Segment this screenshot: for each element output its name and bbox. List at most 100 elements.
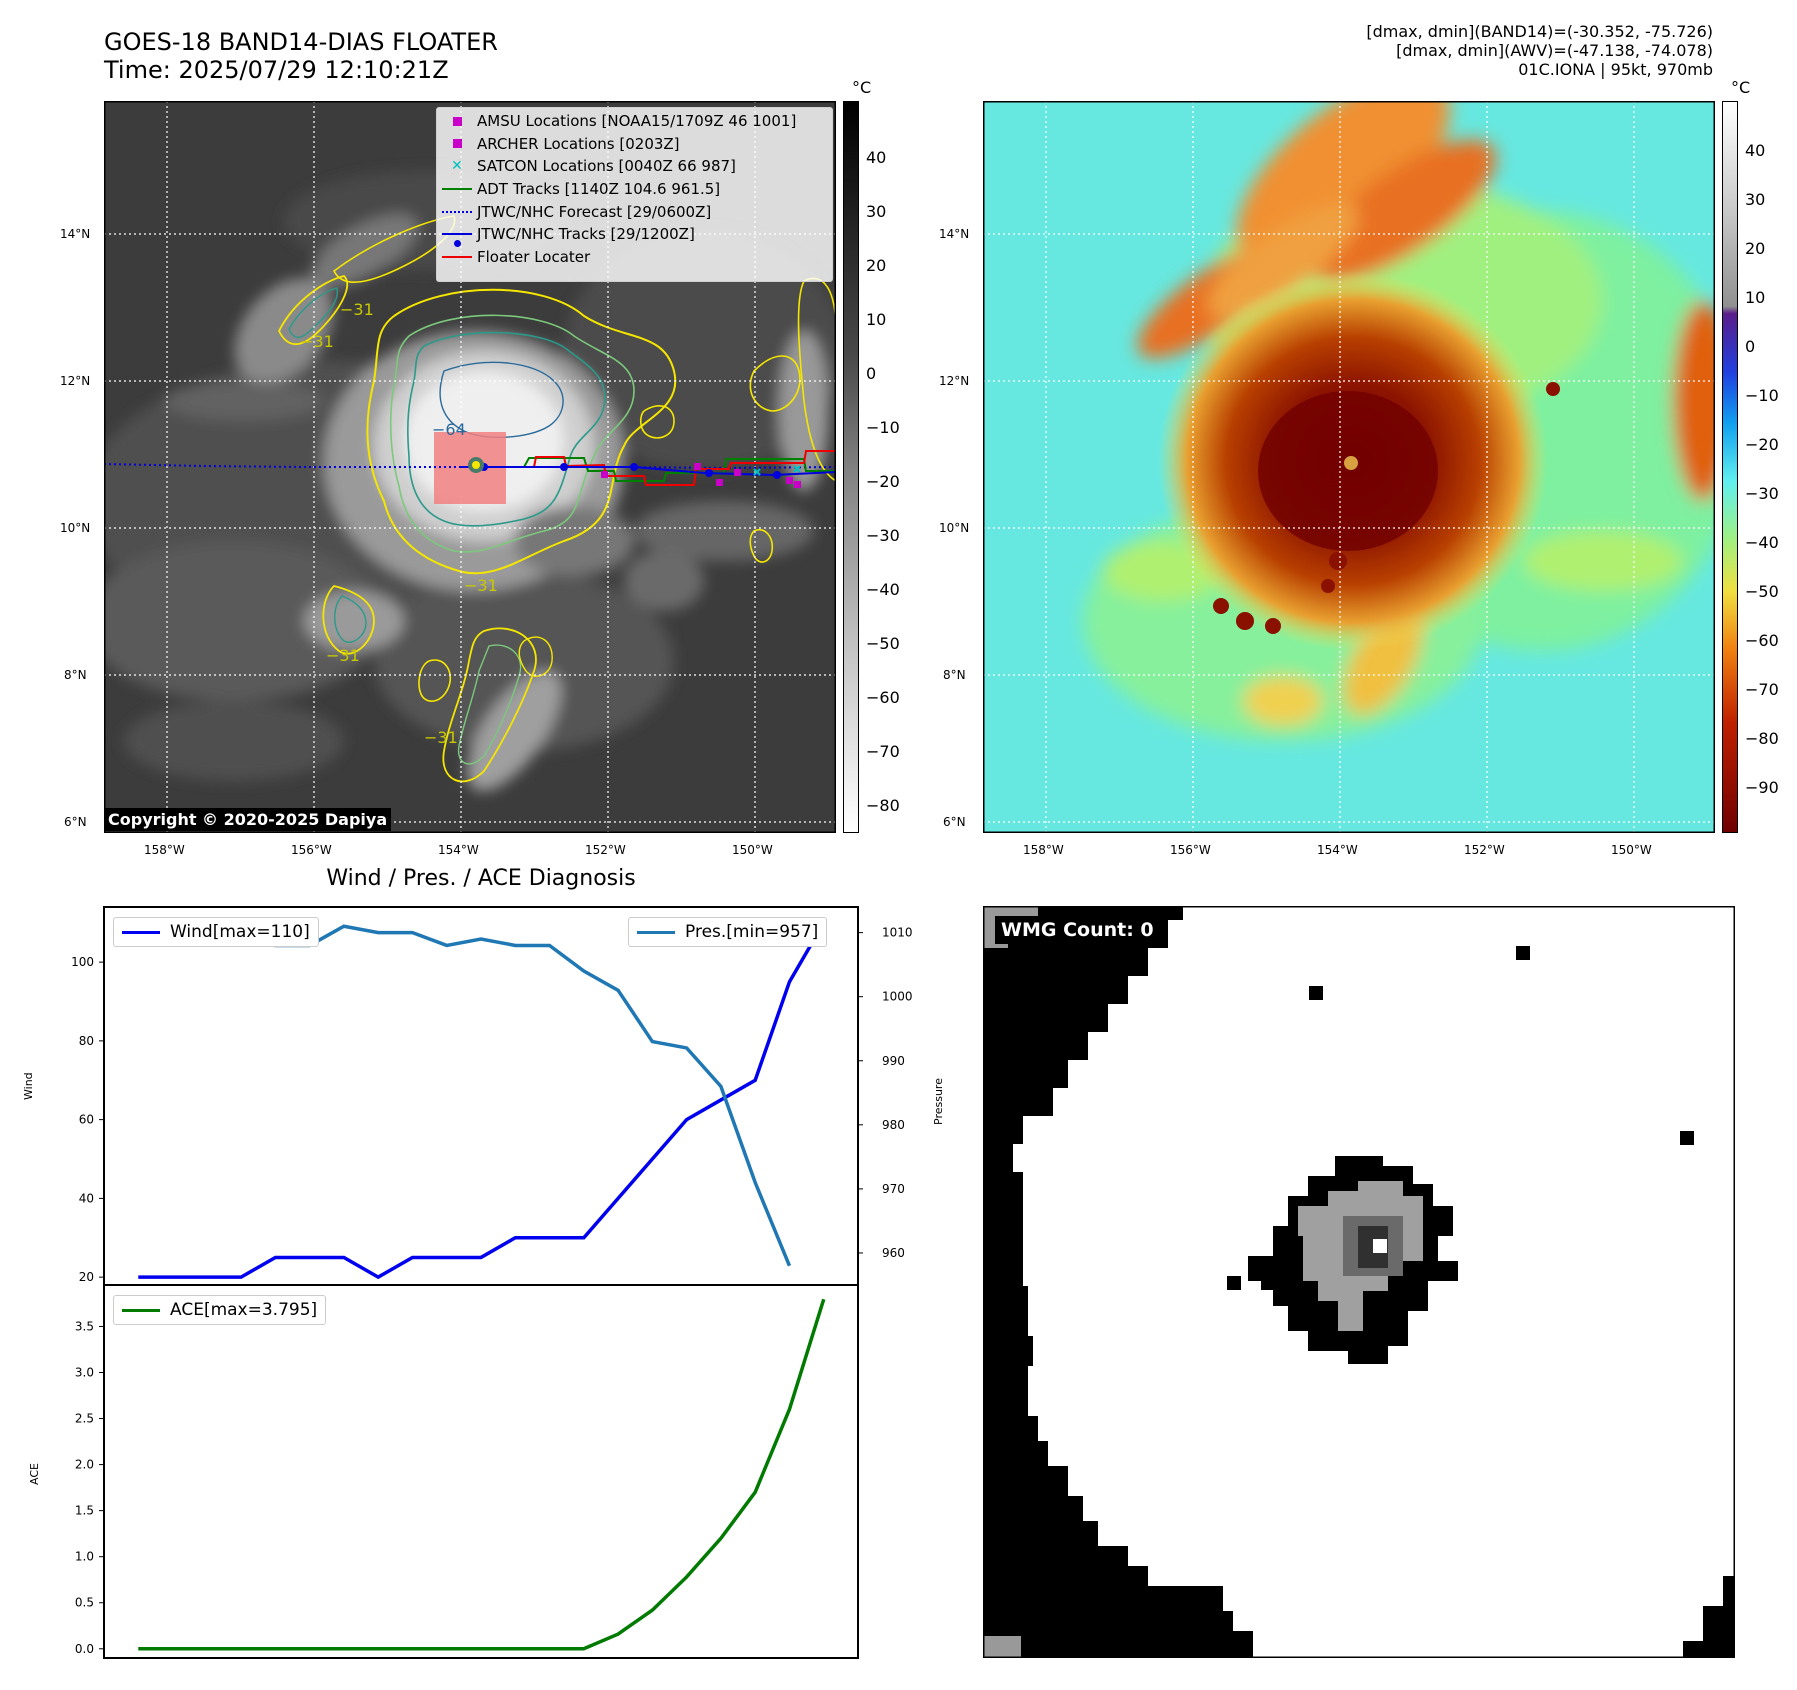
cb1-tick: −10 xyxy=(866,418,900,437)
pressure-legend: Pres.[min=957] xyxy=(628,917,828,947)
ace-tick-label: 1.5 xyxy=(75,1504,94,1518)
wind-legend-label: Wind[max=110] xyxy=(170,922,310,942)
legend-forecast-label: JTWC/NHC Forecast [29/0600Z] xyxy=(477,202,712,221)
lon-tick: 152°W xyxy=(585,843,626,857)
cb2-tick: 30 xyxy=(1745,190,1766,209)
legend-forecast: JTWC/NHC Forecast [29/0600Z] xyxy=(437,200,832,223)
wind-tick-label: 40 xyxy=(79,1191,94,1205)
legend-archer-label: ARCHER Locations [0203Z] xyxy=(477,134,680,153)
cb2-tick: 20 xyxy=(1745,239,1766,258)
lat-tick: 8°N xyxy=(64,668,87,682)
cb1-tick: 40 xyxy=(866,148,887,167)
lon-tick-right: 158°W xyxy=(1023,843,1064,857)
ace-tick-label: 3.5 xyxy=(75,1319,94,1333)
wind-tick-label: 80 xyxy=(79,1034,94,1048)
wmg-grid xyxy=(982,905,1736,1659)
wind-pressure-axes: 20 40 60 80 100 960 970 980 990 1000 1010 xyxy=(71,906,913,1286)
wind-legend: Wind[max=110] xyxy=(113,917,319,947)
wind-pressure-frame xyxy=(103,906,859,1286)
contour-label-d: −31 xyxy=(464,576,498,595)
diagnosis-title: Wind / Pres. / ACE Diagnosis xyxy=(326,866,636,891)
cb2-tick: −10 xyxy=(1745,386,1779,405)
awv-cells xyxy=(1213,382,1560,634)
wmg-panel: WMG Count: 0 xyxy=(982,905,1736,1659)
line-icon xyxy=(637,930,675,934)
legend-archer: ARCHER Locations [0203Z] xyxy=(437,133,832,156)
pressure-tick-label: 960 xyxy=(882,1246,905,1260)
info-line-1: [dmax, dmin](BAND14)=(-30.352, -75.726) xyxy=(1366,22,1713,41)
cb1-tick: −60 xyxy=(866,688,900,707)
cb1-tick: −40 xyxy=(866,580,900,599)
legend-jtwc-label: JTWC/NHC Tracks [29/1200Z] xyxy=(477,225,695,244)
cb2-tick: −50 xyxy=(1745,582,1779,601)
wind-tick-label: 60 xyxy=(79,1113,94,1127)
colorbar2 xyxy=(1722,101,1738,833)
ace-frame xyxy=(103,1284,859,1659)
lon-tick: 156°W xyxy=(291,843,332,857)
square-icon xyxy=(452,116,462,126)
wmg-storm-core xyxy=(1227,1156,1458,1364)
contour-label-e: −31 xyxy=(424,728,458,747)
lat-tick-right: 8°N xyxy=(943,668,966,682)
storm-info: [dmax, dmin](BAND14)=(-30.352, -75.726)[… xyxy=(1366,22,1713,79)
ace-tick-label: 0.5 xyxy=(75,1596,94,1610)
pressure-series-line xyxy=(138,924,792,1267)
legend-amsu: AMSU Locations [NOAA15/1709Z 46 1001] xyxy=(437,110,832,133)
colorbar1 xyxy=(843,101,859,833)
ace-axes: 0.0 0.5 1.0 1.5 2.0 2.5 3.0 3.5 xyxy=(75,1284,859,1659)
cb1-tick: −70 xyxy=(866,742,900,761)
cb1-tick: −80 xyxy=(866,796,900,815)
figure-title: GOES-18 BAND14-DIAS FLOATER Time: 2025/07… xyxy=(104,28,498,84)
lat-tick-right: 14°N xyxy=(939,227,970,241)
ace-tick-label: 2.0 xyxy=(75,1458,94,1472)
legend-adt: ADT Tracks [1140Z 104.6 961.5] xyxy=(437,178,832,201)
lon-tick-right: 154°W xyxy=(1317,843,1358,857)
ace-legend-label: ACE[max=3.795] xyxy=(170,1300,318,1320)
contour-label-f: −64 xyxy=(432,420,466,439)
line-icon xyxy=(442,188,472,191)
pressure-axis-label: Pressure xyxy=(932,1078,945,1125)
legend-floater-label: Floater Locater xyxy=(477,247,591,266)
info-line-2: [dmax, dmin](AWV)=(-47.138, -74.078) xyxy=(1396,41,1713,60)
awv-map xyxy=(982,75,1743,834)
wmg-count-badge: WMG Count: 0 xyxy=(995,916,1160,944)
cb2-tick: −70 xyxy=(1745,680,1779,699)
lon-tick: 150°W xyxy=(732,843,773,857)
info-line-3: 01C.IONA | 95kt, 970mb xyxy=(1518,60,1713,79)
cb2-tick: −60 xyxy=(1745,631,1779,650)
dotted-line-icon xyxy=(442,210,472,213)
pressure-tick-label: 980 xyxy=(882,1118,905,1132)
colorbar1-unit: °C xyxy=(852,78,872,97)
cb1-tick: 30 xyxy=(866,202,887,221)
wind-series-line xyxy=(138,921,826,1280)
legend-adt-label: ADT Tracks [1140Z 104.6 961.5] xyxy=(477,180,721,199)
copyright-badge: Copyright © 2020-2025 Dapiya xyxy=(104,808,392,831)
cb2-tick: 10 xyxy=(1745,288,1766,307)
lat-tick: 14°N xyxy=(60,227,91,241)
wind-tick-label: 100 xyxy=(71,955,94,969)
cb2-tick: −30 xyxy=(1745,484,1779,503)
pressure-tick-label: 1000 xyxy=(882,990,913,1004)
wind-axis-label: Wind xyxy=(22,1072,35,1100)
awv-eye xyxy=(1344,456,1358,470)
ace-axis-label: ACE xyxy=(28,1463,41,1485)
wmg-dry-region xyxy=(983,906,1735,1658)
lat-tick: 10°N xyxy=(60,521,91,535)
jtwc-track xyxy=(461,466,837,477)
line-icon xyxy=(122,930,160,934)
line-icon xyxy=(122,1308,160,1312)
map-legend: AMSU Locations [NOAA15/1709Z 46 1001] AR… xyxy=(436,107,833,282)
lon-tick: 158°W xyxy=(144,843,185,857)
lon-tick-right: 152°W xyxy=(1464,843,1505,857)
cb1-tick: 10 xyxy=(866,310,887,329)
diagnosis-chart: 20 40 60 80 100 960 970 980 990 1000 1010 0.0 0.5 1.… xyxy=(71,906,913,1659)
ace-tick-label: 2.5 xyxy=(75,1412,94,1426)
lon-tick-right: 156°W xyxy=(1170,843,1211,857)
eye-marker xyxy=(468,457,484,473)
cb1-tick: 0 xyxy=(866,364,877,383)
ace-series-line xyxy=(138,1298,826,1651)
lon-tick-right: 150°W xyxy=(1611,843,1652,857)
ace-tick-label: 0.0 xyxy=(75,1642,94,1656)
title-line-2: Time: 2025/07/29 12:10:21Z xyxy=(104,56,449,84)
legend-satcon: ✕ SATCON Locations [0040Z 66 987] xyxy=(437,155,832,178)
